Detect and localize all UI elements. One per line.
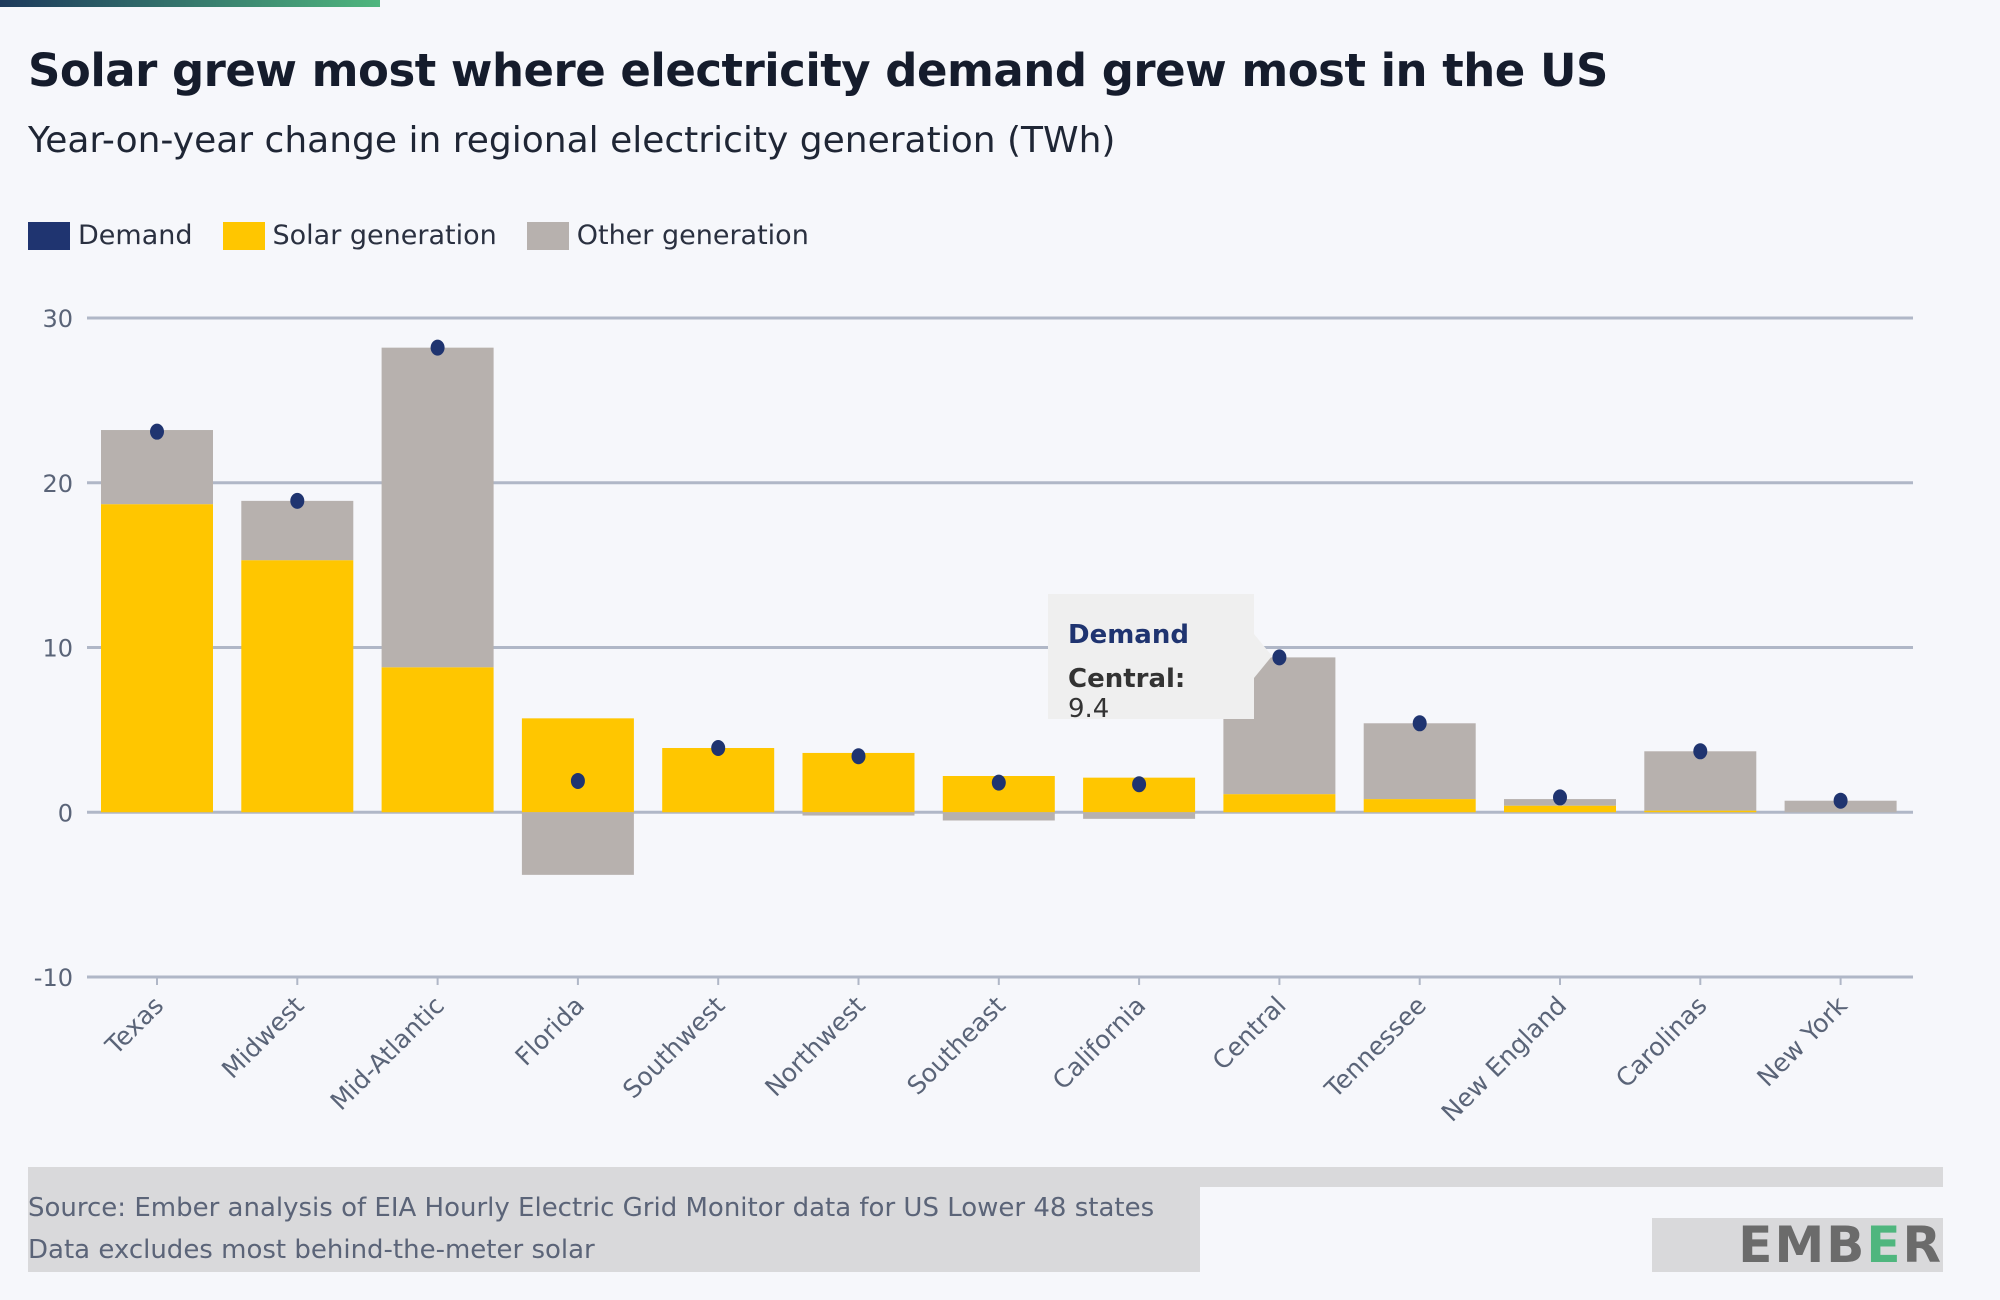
tooltip-title: Demand	[1068, 620, 1189, 650]
bar-other	[1083, 812, 1196, 819]
y-tick-label: 0	[58, 799, 73, 827]
legend-item-solar[interactable]: Solar generation	[222, 220, 497, 251]
bar-solar	[1363, 799, 1476, 813]
bar-other	[241, 500, 354, 561]
top-accent-bar	[0, 0, 380, 7]
demand-dot	[851, 748, 866, 765]
bar-other	[381, 347, 494, 668]
x-tick-label: Central	[1207, 991, 1292, 1076]
legend: Demand Solar generation Other generation	[28, 220, 809, 251]
bar-other	[1363, 723, 1476, 800]
x-tick-label: Carolinas	[1610, 991, 1712, 1093]
bar-solar	[241, 560, 354, 813]
tooltip-body: Central: 9.4	[1068, 664, 1234, 724]
demand-dot	[711, 739, 726, 756]
note-text: Data excludes most behind-the-meter sola…	[28, 1235, 595, 1265]
bar-other	[942, 812, 1055, 821]
demand-dot	[1412, 715, 1427, 732]
bar-solar	[662, 747, 775, 813]
tooltip-value: 9.4	[1068, 694, 1110, 724]
x-tick-label: Tennessee	[1319, 991, 1432, 1104]
bar-solar	[1223, 794, 1336, 813]
y-tick-label: 30	[42, 305, 73, 333]
tooltip-label: Central:	[1068, 664, 1186, 694]
chart-title: Solar grew most where electricity demand…	[28, 44, 1608, 97]
footer-strip	[28, 1167, 1943, 1187]
x-tick-label: Texas	[99, 991, 169, 1061]
y-tick-label: 20	[42, 470, 73, 498]
demand-dot	[991, 774, 1006, 791]
legend-swatch	[222, 221, 265, 250]
demand-dot	[430, 339, 445, 356]
bar-solar	[1504, 805, 1616, 813]
legend-item-demand[interactable]: Demand	[28, 220, 193, 251]
x-tick-label: New York	[1751, 990, 1853, 1092]
legend-swatch	[28, 221, 70, 250]
demand-dot	[290, 492, 305, 509]
x-tick-label: New England	[1436, 991, 1572, 1127]
bar-other	[101, 430, 213, 505]
legend-label: Other generation	[576, 220, 809, 251]
bar-other	[1644, 751, 1757, 811]
x-tick-label: Southeast	[901, 991, 1011, 1101]
ember-logo: EMBER	[1652, 1218, 1943, 1272]
demand-dot	[1833, 792, 1848, 809]
demand-dot	[1693, 743, 1708, 760]
bar-solar	[381, 667, 494, 813]
chart-subtitle: Year-on-year change in regional electric…	[28, 120, 1116, 161]
demand-dot	[570, 772, 585, 789]
bar-solar	[101, 504, 213, 813]
legend-item-other[interactable]: Other generation	[526, 220, 809, 251]
x-tick-label: Florida	[509, 991, 590, 1072]
legend-label: Demand	[78, 220, 193, 251]
x-tick-label: Southwest	[617, 991, 730, 1104]
bar-other	[802, 812, 915, 816]
source-text: Source: Ember analysis of EIA Hourly Ele…	[28, 1193, 1155, 1223]
legend-label: Solar generation	[272, 220, 497, 251]
demand-dot	[1132, 776, 1147, 793]
x-tick-label: Mid-Atlantic	[325, 991, 450, 1116]
legend-swatch	[526, 221, 569, 250]
demand-dot	[150, 423, 164, 440]
x-tick-label: Midwest	[216, 991, 310, 1085]
y-tick-label: 10	[42, 635, 73, 663]
demand-dot	[1272, 649, 1287, 666]
demand-dot	[1553, 789, 1567, 806]
x-tick-label: Northwest	[759, 991, 871, 1103]
tooltip: Demand Central: 9.4	[1048, 594, 1272, 724]
source-note: Source: Ember analysis of EIA Hourly Ele…	[28, 1187, 1200, 1272]
bar-solar	[521, 718, 634, 813]
y-tick-label: -10	[34, 964, 73, 992]
bar-other	[521, 812, 634, 875]
bar-solar	[1644, 810, 1757, 813]
x-tick-label: California	[1047, 991, 1151, 1095]
